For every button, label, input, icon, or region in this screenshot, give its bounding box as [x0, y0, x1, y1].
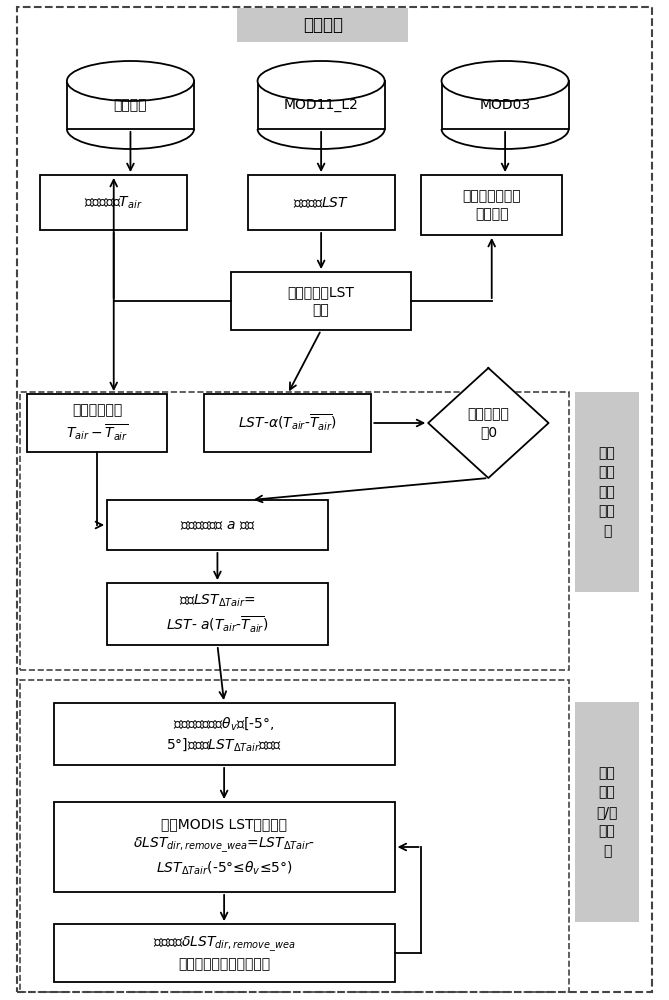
Text: 确定权重系数 $a$ 的值: 确定权重系数 $a$ 的值 — [180, 518, 255, 532]
Ellipse shape — [67, 61, 194, 101]
Bar — [20, 680, 569, 992]
Text: 计算气温距平
$T_{air}-\overline{T_{air}}$: 计算气温距平 $T_{air}-\overline{T_{air}}$ — [66, 403, 128, 443]
Bar — [258, 81, 385, 129]
Text: 计算$LST_{\Delta Tair}$=
$LST$- $a$($T_{air}$-$\overline{T_{air}}$): 计算$LST_{\Delta Tair}$= $LST$- $a$($T_{ai… — [166, 593, 269, 635]
Bar — [442, 81, 569, 129]
Text: $LST$-$\alpha$($T_{air}$-$\overline{T_{air}}$): $LST$-$\alpha$($T_{air}$-$\overline{T_{a… — [238, 413, 337, 433]
Text: 地表温度$LST$: 地表温度$LST$ — [293, 195, 349, 210]
Bar — [27, 394, 167, 452]
Text: 筛选有效的LST
影像: 筛选有效的LST 影像 — [288, 285, 355, 317]
Bar — [575, 392, 639, 592]
Bar — [20, 392, 569, 670]
Text: 两者相关性
为0: 两者相关性 为0 — [468, 407, 509, 439]
Bar — [248, 175, 395, 230]
Text: 卫星观测角度和
太阳角度: 卫星观测角度和 太阳角度 — [462, 189, 521, 221]
Bar — [107, 583, 328, 645]
Text: 输入数据: 输入数据 — [303, 16, 343, 34]
Text: 计算观测天顶角$\theta_v$在[-5°,
5°]范围内$LST_{\Delta Tair}$的均值: 计算观测天顶角$\theta_v$在[-5°, 5°]范围内$LST_{\Del… — [166, 715, 282, 753]
Bar — [54, 924, 395, 982]
Text: MOD11_L2: MOD11_L2 — [284, 98, 359, 112]
Text: 近地面气温$T_{air}$: 近地面气温$T_{air}$ — [84, 194, 143, 211]
Bar — [40, 175, 187, 230]
Bar — [237, 8, 408, 42]
Text: 去除
天气
变化
的影
响: 去除 天气 变化 的影 响 — [599, 446, 615, 538]
Bar — [575, 702, 639, 922]
Text: 每个像元$\delta LST_{dir,remove\_wea}$
随传感器观测角度的变化: 每个像元$\delta LST_{dir,remove\_wea}$ 随传感器观… — [153, 934, 296, 972]
Bar — [107, 500, 328, 550]
Text: 气象站点: 气象站点 — [114, 98, 147, 112]
Ellipse shape — [442, 61, 569, 101]
Text: 计算
方向
性/角
度效
应: 计算 方向 性/角 度效 应 — [597, 766, 617, 858]
Bar — [421, 175, 562, 235]
Text: 计算MODIS LST的方向性
$\delta LST_{dir,remove\_wea}$=$LST_{\Delta Tair}$-
$LST_{\Delta: 计算MODIS LST的方向性 $\delta LST_{dir,remove\… — [133, 817, 315, 877]
Bar — [204, 394, 371, 452]
Text: MOD03: MOD03 — [480, 98, 531, 112]
Polygon shape — [428, 368, 549, 478]
Bar — [54, 703, 395, 765]
Bar — [54, 802, 395, 892]
Ellipse shape — [258, 61, 385, 101]
Bar — [67, 81, 194, 129]
Bar — [231, 272, 411, 330]
